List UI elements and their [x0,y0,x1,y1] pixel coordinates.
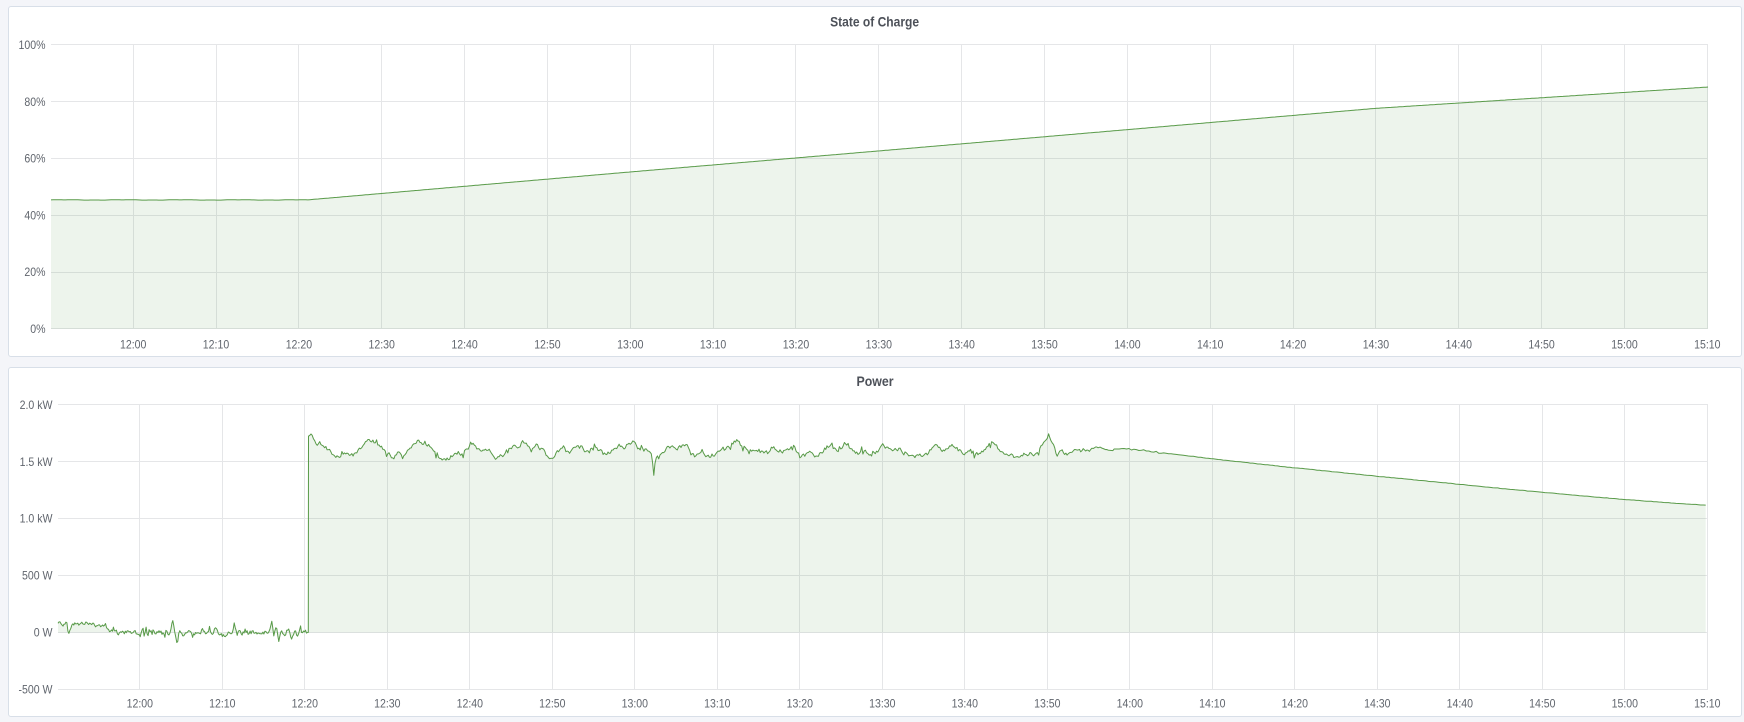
svg-text:0%: 0% [30,322,46,336]
svg-text:13:20: 13:20 [783,338,810,352]
svg-text:13:40: 13:40 [949,338,976,352]
svg-text:13:00: 13:00 [622,697,649,711]
svg-text:14:50: 14:50 [1528,338,1555,352]
svg-text:12:50: 12:50 [539,697,566,711]
svg-text:State of Charge: State of Charge [830,14,919,30]
svg-text:0 W: 0 W [34,626,53,640]
svg-text:40%: 40% [24,208,45,222]
svg-text:13:30: 13:30 [869,697,896,711]
svg-text:12:50: 12:50 [534,338,561,352]
svg-text:14:20: 14:20 [1282,697,1309,711]
svg-text:100%: 100% [19,38,46,52]
svg-text:1.0 kW: 1.0 kW [20,512,53,526]
svg-text:13:30: 13:30 [866,338,893,352]
svg-text:14:30: 14:30 [1364,697,1391,711]
svg-text:13:00: 13:00 [617,338,644,352]
svg-text:14:10: 14:10 [1199,697,1226,711]
svg-text:14:00: 14:00 [1117,697,1144,711]
svg-text:80%: 80% [24,95,45,109]
svg-text:12:20: 12:20 [286,338,313,352]
svg-text:15:10: 15:10 [1694,697,1721,711]
svg-text:14:40: 14:40 [1446,338,1473,352]
svg-text:60%: 60% [24,152,45,166]
svg-text:14:30: 14:30 [1363,338,1390,352]
svg-text:12:00: 12:00 [127,697,154,711]
svg-text:14:00: 14:00 [1114,338,1141,352]
svg-text:12:40: 12:40 [457,697,484,711]
svg-text:12:40: 12:40 [451,338,478,352]
svg-text:12:10: 12:10 [209,697,236,711]
svg-text:12:00: 12:00 [120,338,147,352]
svg-text:15:10: 15:10 [1694,338,1721,352]
svg-text:15:00: 15:00 [1612,697,1639,711]
svg-text:12:30: 12:30 [374,697,401,711]
svg-text:13:10: 13:10 [704,697,731,711]
svg-text:12:20: 12:20 [292,697,319,711]
svg-text:14:20: 14:20 [1280,338,1307,352]
svg-text:13:20: 13:20 [787,697,814,711]
svg-text:15:00: 15:00 [1611,338,1638,352]
svg-text:14:40: 14:40 [1447,697,1474,711]
svg-text:12:10: 12:10 [203,338,230,352]
svg-text:13:10: 13:10 [700,338,727,352]
svg-text:14:50: 14:50 [1529,697,1556,711]
svg-text:-500 W: -500 W [19,683,54,697]
svg-text:1.5 kW: 1.5 kW [20,455,53,469]
svg-text:13:40: 13:40 [952,697,979,711]
svg-text:13:50: 13:50 [1034,697,1061,711]
svg-text:13:50: 13:50 [1031,338,1058,352]
svg-text:12:30: 12:30 [369,338,396,352]
svg-text:Power: Power [857,373,894,389]
svg-text:14:10: 14:10 [1197,338,1224,352]
svg-text:500 W: 500 W [22,569,53,583]
svg-text:20%: 20% [24,265,45,279]
svg-text:2.0 kW: 2.0 kW [20,398,53,412]
